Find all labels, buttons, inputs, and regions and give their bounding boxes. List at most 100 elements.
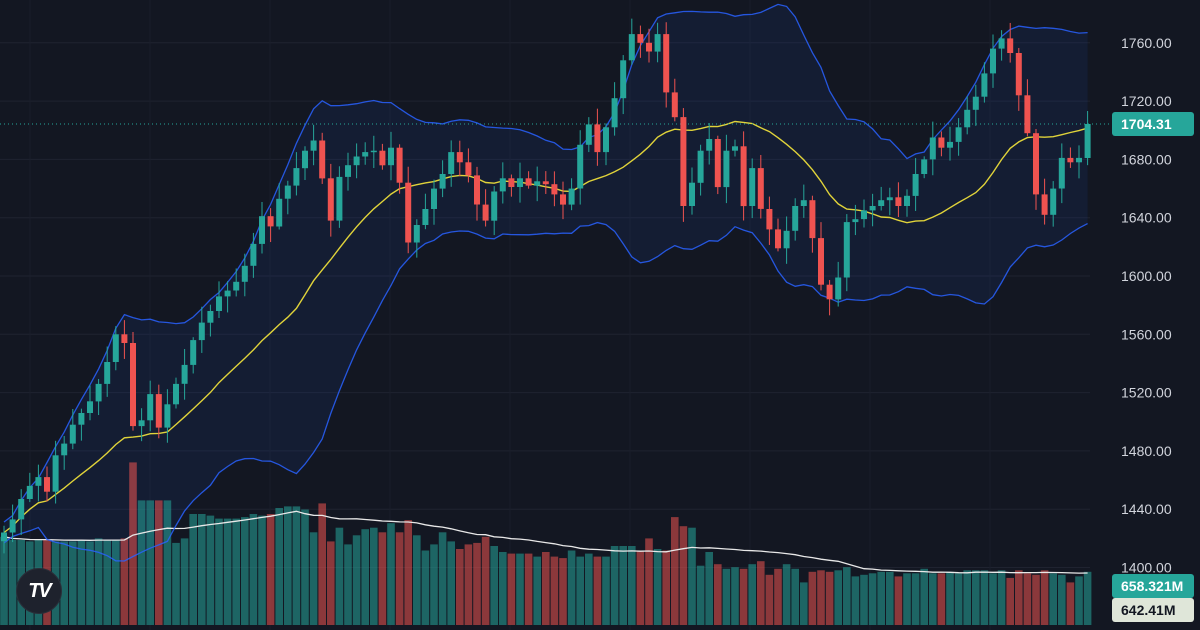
candle — [155, 384, 162, 439]
candle-body — [964, 109, 971, 128]
candle — [181, 348, 188, 400]
volume-bar — [430, 544, 438, 625]
candle-body — [439, 174, 446, 189]
candle — [551, 171, 558, 207]
candle-body — [345, 165, 351, 177]
candle — [671, 78, 678, 122]
candle — [112, 326, 119, 371]
volume-bar — [808, 571, 817, 625]
candle-body — [1084, 124, 1091, 158]
candle-body — [525, 178, 532, 186]
volume-bar — [980, 570, 989, 625]
volume-bar — [550, 556, 559, 625]
candle — [259, 202, 265, 254]
candle-body — [293, 168, 300, 186]
candle-body — [646, 42, 652, 52]
candle — [611, 82, 618, 136]
candle-body — [491, 191, 498, 221]
candle — [585, 117, 592, 153]
candle — [319, 132, 326, 184]
bollinger-band-fill — [4, 4, 1088, 561]
candle — [422, 193, 429, 230]
candle — [637, 25, 644, 58]
candle-body — [267, 216, 274, 227]
candle — [1015, 47, 1022, 111]
volume-ma-tag: 642.41M — [1112, 598, 1194, 622]
volume-bar — [137, 500, 146, 625]
candle-body — [241, 265, 248, 282]
volume-bar — [1066, 582, 1075, 625]
volume-bar — [645, 538, 653, 625]
y-tick-label: 1400.00 — [1121, 560, 1172, 576]
candle-body — [723, 150, 730, 188]
candle-body — [104, 362, 111, 384]
candle-body — [800, 200, 807, 206]
volume-bar — [447, 541, 455, 625]
candle-body — [998, 38, 1005, 49]
volume-ma-label: 642.41M — [1121, 602, 1175, 618]
candle-body — [482, 204, 489, 221]
volume-bar — [481, 536, 490, 625]
volume-bar — [877, 571, 885, 625]
volume-bar — [301, 509, 309, 625]
candle — [654, 22, 661, 63]
candle-body — [611, 98, 618, 128]
candle — [456, 140, 463, 177]
candle-body — [456, 152, 463, 163]
volume-bar — [146, 500, 154, 625]
candle — [216, 281, 222, 318]
candle — [792, 198, 799, 241]
volume-bar — [172, 542, 180, 625]
candle-body — [560, 194, 566, 205]
volume-bar — [352, 535, 361, 625]
candle — [52, 440, 59, 504]
candle — [809, 195, 816, 253]
volume-bar — [671, 517, 679, 625]
candle — [534, 166, 541, 202]
volume-bar — [344, 544, 352, 625]
volume-bar — [705, 552, 713, 625]
volume-bar — [636, 550, 645, 625]
candle-body — [224, 290, 231, 297]
volume-bar — [155, 500, 163, 625]
candle-body — [637, 34, 644, 43]
candle-body — [654, 34, 661, 52]
candle-body — [912, 174, 919, 196]
candle — [147, 380, 154, 432]
volume-tag-bg — [1112, 574, 1194, 598]
candle — [508, 174, 515, 197]
candle-body — [904, 195, 910, 206]
volume-bar — [60, 541, 68, 625]
candle — [697, 144, 704, 196]
candle-body — [69, 424, 76, 444]
volume-bar — [696, 565, 705, 625]
volume-bar — [327, 541, 335, 625]
candle — [241, 253, 248, 297]
candle — [723, 134, 730, 204]
volume-bar — [309, 532, 318, 625]
candle — [835, 261, 842, 307]
volume-bar — [533, 556, 541, 625]
volume-bar — [524, 553, 533, 625]
candle — [921, 156, 928, 179]
candle-body — [319, 140, 326, 179]
candle — [87, 385, 93, 421]
candle — [482, 189, 489, 227]
candle-body — [87, 401, 93, 413]
volume-bar — [628, 546, 636, 625]
volume-bar — [593, 556, 602, 625]
candle — [740, 131, 747, 221]
y-tick-label: 1600.00 — [1121, 268, 1172, 284]
candle-body — [663, 34, 670, 93]
candle-body — [448, 152, 455, 174]
candle-body — [895, 197, 902, 206]
tradingview-logo[interactable]: TV — [16, 568, 62, 614]
candle-body — [26, 485, 33, 499]
volume-bar — [120, 538, 129, 625]
candle — [388, 131, 394, 181]
volume-bar — [516, 553, 524, 625]
candle-body — [370, 150, 377, 153]
candle-body — [809, 200, 816, 239]
candle — [431, 179, 437, 225]
